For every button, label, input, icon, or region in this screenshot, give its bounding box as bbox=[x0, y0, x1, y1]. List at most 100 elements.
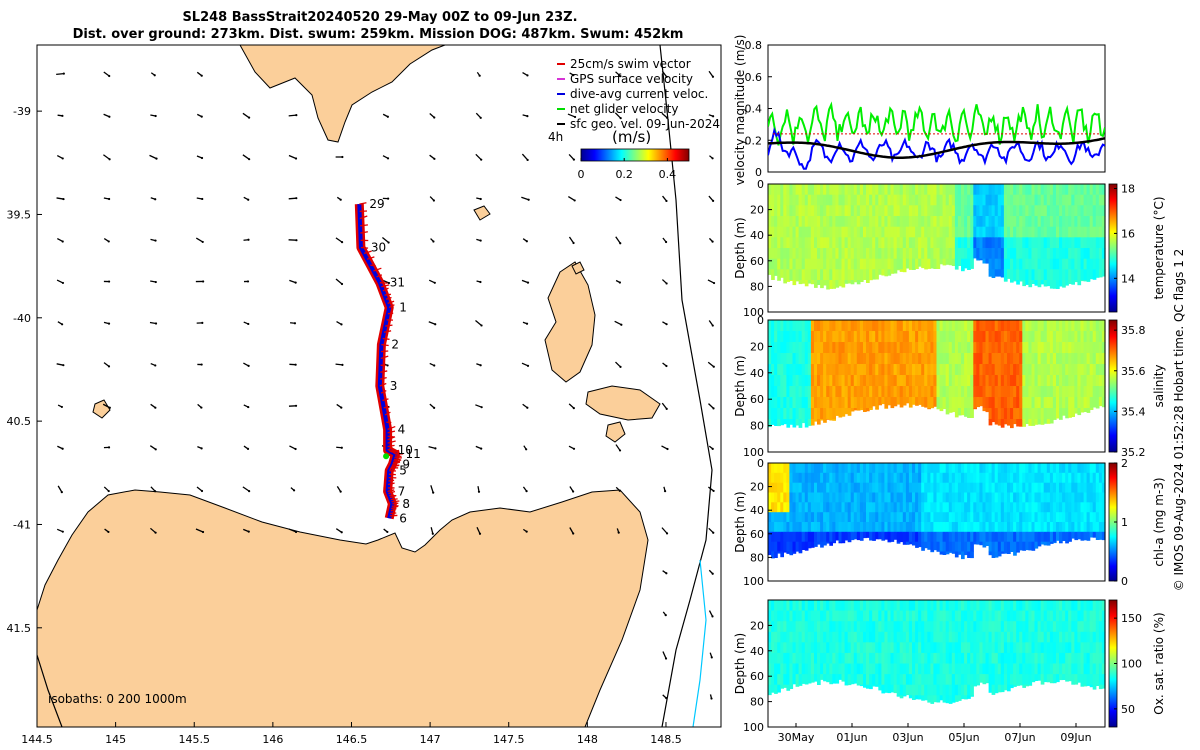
section-cell bbox=[905, 248, 910, 260]
section-cell bbox=[1034, 663, 1039, 675]
section-cell bbox=[832, 492, 836, 503]
section-cell bbox=[795, 269, 800, 281]
section-cell bbox=[814, 663, 818, 675]
section-cell bbox=[1052, 237, 1057, 249]
section-cell bbox=[817, 512, 821, 523]
section-cell bbox=[1046, 472, 1051, 484]
section-cell bbox=[988, 482, 993, 494]
section-cell bbox=[829, 194, 833, 206]
section-cell bbox=[1046, 522, 1051, 533]
section-colorbar-tick-label: 50 bbox=[1121, 703, 1135, 716]
section-cell bbox=[899, 184, 904, 196]
section-cell bbox=[1065, 320, 1069, 332]
section-cell bbox=[930, 331, 935, 343]
section-cell bbox=[853, 663, 858, 675]
section-cell bbox=[976, 216, 980, 228]
section-cell bbox=[915, 512, 919, 523]
section-cell bbox=[985, 482, 990, 494]
section-cell bbox=[820, 184, 824, 196]
section-cell bbox=[829, 248, 833, 260]
section-cell bbox=[1043, 531, 1048, 543]
section-cell bbox=[838, 194, 843, 206]
section-cell bbox=[795, 674, 800, 686]
section-cell bbox=[985, 342, 990, 354]
section-cell bbox=[951, 205, 956, 217]
section-cell bbox=[939, 375, 944, 387]
section-cell bbox=[817, 258, 821, 270]
section-cell bbox=[905, 684, 910, 696]
section-cell bbox=[1052, 280, 1057, 289]
section-cell bbox=[875, 237, 879, 249]
current-vector bbox=[289, 445, 296, 450]
section-cell bbox=[817, 419, 821, 425]
section-cell bbox=[1046, 463, 1051, 474]
section-cell bbox=[1003, 258, 1008, 270]
section-cell bbox=[1095, 364, 1100, 376]
section-cell bbox=[777, 663, 781, 675]
section-cell bbox=[780, 320, 784, 332]
section-cell bbox=[1040, 205, 1045, 217]
section-cell bbox=[838, 674, 843, 680]
section-cell bbox=[1095, 353, 1100, 365]
section-cell bbox=[807, 364, 812, 376]
section-cell bbox=[774, 216, 778, 228]
section-cell bbox=[795, 600, 800, 612]
velocity-series-line bbox=[768, 101, 1105, 146]
section-cell bbox=[780, 226, 784, 238]
section-cell bbox=[1034, 600, 1039, 612]
section-cell bbox=[1052, 512, 1057, 523]
section-cell bbox=[973, 502, 977, 513]
section-cell bbox=[1083, 512, 1088, 523]
section-cell bbox=[964, 320, 968, 332]
section-cell bbox=[792, 631, 797, 643]
section-cell bbox=[945, 551, 950, 555]
section-cell bbox=[881, 375, 886, 387]
section-cell bbox=[970, 600, 974, 612]
section-cell bbox=[1101, 226, 1106, 238]
section-cell bbox=[1046, 397, 1051, 409]
section-cell bbox=[890, 684, 895, 693]
section-cell bbox=[786, 386, 791, 398]
section-cell bbox=[872, 353, 876, 365]
section-cell bbox=[1080, 364, 1085, 376]
section-cell bbox=[994, 642, 999, 654]
section-cell bbox=[841, 492, 846, 503]
current-vector-head bbox=[711, 615, 714, 618]
section-cell bbox=[1052, 184, 1057, 196]
section-cell bbox=[859, 652, 864, 665]
section-ytick-label: 40 bbox=[750, 645, 764, 658]
section-cell bbox=[847, 320, 852, 332]
section-cell bbox=[884, 375, 889, 387]
section-cell bbox=[853, 320, 858, 332]
section-cell bbox=[964, 522, 968, 533]
current-vector-head bbox=[201, 321, 204, 324]
section-cell bbox=[1034, 652, 1039, 665]
section-cell bbox=[786, 248, 791, 260]
section-cell bbox=[820, 472, 824, 484]
section-cell bbox=[921, 258, 925, 269]
section-cell bbox=[804, 237, 809, 249]
section-cell bbox=[777, 320, 781, 332]
current-vector-head bbox=[711, 240, 714, 243]
section-cell bbox=[832, 320, 836, 332]
current-vector-head bbox=[61, 281, 65, 285]
section-cell bbox=[967, 397, 971, 409]
section-ytick-label: 100 bbox=[743, 306, 764, 319]
section-cell bbox=[905, 258, 910, 269]
section-cell bbox=[921, 463, 925, 474]
section-cell bbox=[994, 621, 999, 633]
section-cell bbox=[853, 652, 858, 665]
section-cell bbox=[792, 205, 797, 217]
section-cell bbox=[961, 663, 965, 675]
section-cell bbox=[795, 522, 800, 533]
section-cell bbox=[902, 331, 907, 343]
section-cell bbox=[1071, 331, 1075, 343]
section-cell bbox=[881, 663, 886, 675]
section-cell bbox=[905, 194, 910, 206]
section-cell bbox=[1028, 419, 1033, 426]
section-cell bbox=[866, 642, 870, 654]
current-vector bbox=[615, 361, 621, 368]
section-cell bbox=[881, 642, 886, 654]
section-cell bbox=[1098, 320, 1103, 332]
section-cell bbox=[798, 184, 803, 196]
